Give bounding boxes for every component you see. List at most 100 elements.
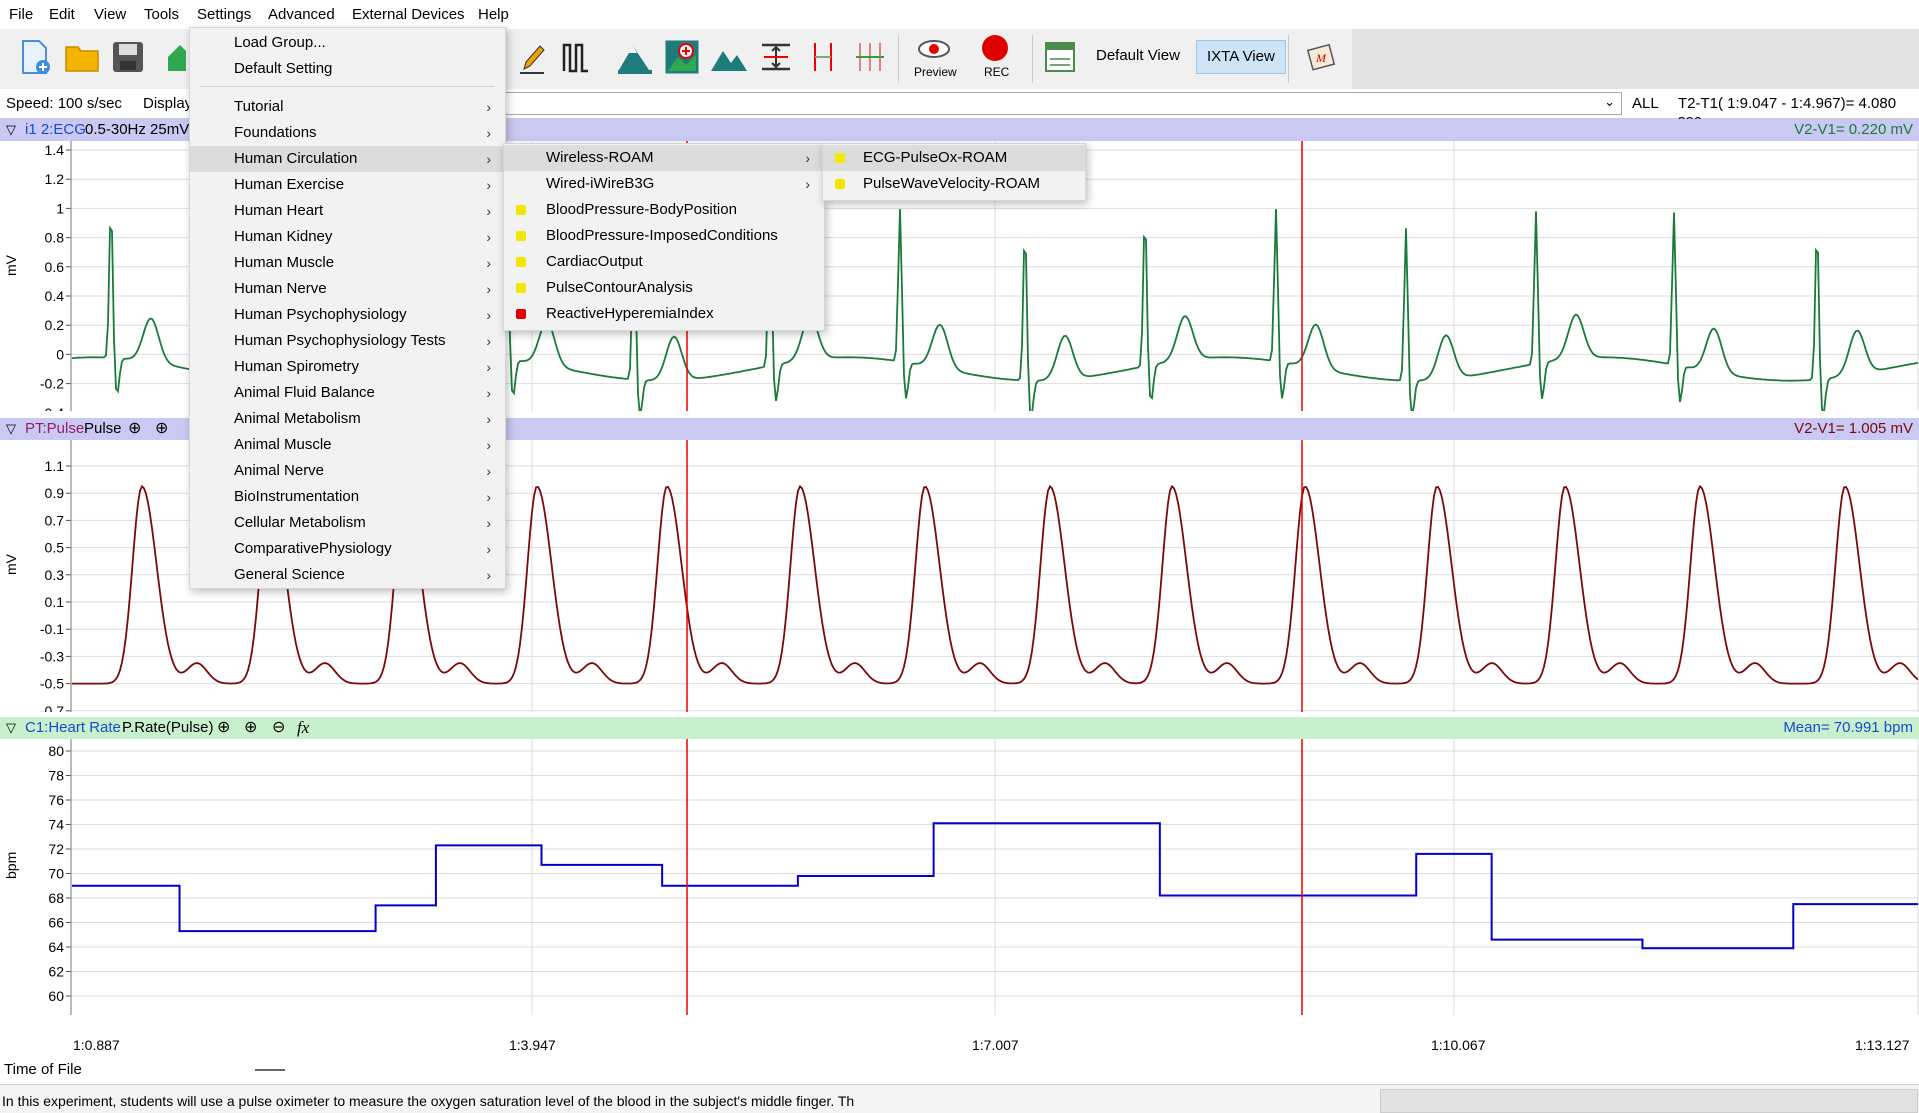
menu-item-animal-nerve[interactable]: Animal Nerve› [190, 458, 505, 484]
menu-item-ecg-pulseox-roam[interactable]: ECG-PulseOx-ROAM [823, 145, 1085, 171]
menu-item-bioinstrumentation[interactable]: BioInstrumentation› [190, 484, 505, 510]
human-circulation-submenu: Wireless-ROAM › Wired-iWireB3G › BloodPr… [503, 143, 825, 331]
x-tick: 1:0.887 [73, 1037, 120, 1053]
mountain-icon[interactable] [615, 37, 655, 77]
chevron-right-icon: › [486, 510, 491, 536]
y-tick: 64 [48, 939, 64, 955]
rec-label: REC [984, 65, 1009, 79]
menu-item-human-psychophysiology-tests[interactable]: Human Psychophysiology Tests› [190, 328, 505, 354]
settings-menu: Load Group... Default Setting Tutorial›F… [189, 27, 506, 589]
collapse-triangle-icon[interactable]: ▽ [6, 717, 16, 739]
menu-item-human-kidney[interactable]: Human Kidney› [190, 224, 505, 250]
chevron-right-icon: › [486, 354, 491, 380]
y-tick: -0.3 [40, 648, 64, 664]
all-button[interactable]: ALL [1632, 95, 1659, 112]
vertical-scale-icon[interactable] [756, 37, 796, 77]
cursor-pair-icon[interactable] [803, 37, 843, 77]
zoom-in-icon[interactable]: ⊕ [217, 717, 230, 739]
y-tick: 0.4 [45, 288, 65, 304]
y-tick: -0.7 [40, 703, 64, 712]
menu-item-human-psychophysiology[interactable]: Human Psychophysiology› [190, 302, 505, 328]
zoom-fit-icon[interactable]: ⊕ [244, 717, 257, 739]
menu-item-human-muscle[interactable]: Human Muscle› [190, 250, 505, 276]
menu-item-cellular-metabolism[interactable]: Cellular Metabolism› [190, 510, 505, 536]
svg-text:M: M [1315, 51, 1327, 65]
default-view-button[interactable]: Default View [1086, 40, 1190, 72]
pulse-unit-label: mV [3, 553, 19, 575]
zoom-out-icon[interactable]: ⊖ [272, 717, 285, 739]
chevron-right-icon: › [486, 432, 491, 458]
zoom-fit-icon[interactable]: ⊕ [155, 418, 168, 440]
y-tick: 0.3 [45, 567, 65, 583]
status-dot-icon [516, 309, 526, 319]
menu-item-wireless-roam[interactable]: Wireless-ROAM › [504, 145, 824, 171]
menu-item-animal-fluid-balance[interactable]: Animal Fluid Balance› [190, 380, 505, 406]
menu-item-comparativephysiology[interactable]: ComparativePhysiology› [190, 536, 505, 562]
menu-item-bloodpressure-bodyposition[interactable]: BloodPressure-BodyPosition [504, 197, 824, 223]
calendar-view-icon[interactable] [1040, 37, 1080, 77]
menu-advanced[interactable]: Advanced [268, 6, 335, 23]
pencil-icon[interactable] [512, 37, 552, 77]
menu-item-reactivehyperemiaindex[interactable]: ReactiveHyperemiaIndex [504, 301, 824, 327]
menu-item-default-setting[interactable]: Default Setting [190, 56, 505, 82]
open-folder-icon[interactable] [62, 37, 102, 77]
menu-item-animal-muscle[interactable]: Animal Muscle› [190, 432, 505, 458]
menu-item-load-group[interactable]: Load Group... [190, 30, 505, 56]
menu-item-human-exercise[interactable]: Human Exercise› [190, 172, 505, 198]
scrollbar[interactable] [1380, 1089, 1918, 1113]
menu-edit[interactable]: Edit [49, 6, 75, 23]
splitter-handle[interactable] [255, 1069, 285, 1071]
zoom-add-icon[interactable] [662, 37, 702, 77]
menu-item-bloodpressure-imposedconditions[interactable]: BloodPressure-ImposedConditions [504, 223, 824, 249]
pulse-channel-desc: Pulse [84, 418, 122, 440]
heart-rate-channel-header: ▽ C1:Heart Rate P.Rate(Pulse) ⊕ ⊕ ⊖ fx M… [0, 717, 1919, 739]
multi-cursor-icon[interactable] [850, 37, 890, 77]
status-dot-icon [516, 205, 526, 215]
double-mountain-icon[interactable] [709, 37, 749, 77]
menu-item-foundations[interactable]: Foundations› [190, 120, 505, 146]
record-button[interactable]: REC [972, 29, 1018, 89]
pulse-train-icon[interactable] [558, 37, 598, 77]
status-dot-icon [835, 179, 845, 189]
chevron-right-icon: › [486, 536, 491, 562]
menu-item-wired-iwireb3g[interactable]: Wired-iWireB3G › [504, 171, 824, 197]
save-icon[interactable] [108, 37, 148, 77]
menu-item-cardiacoutput[interactable]: CardiacOutput [504, 249, 824, 275]
menu-external-devices[interactable]: External Devices [352, 6, 465, 23]
menu-help[interactable]: Help [478, 6, 509, 23]
new-file-icon[interactable] [14, 37, 54, 77]
function-icon[interactable]: fx [297, 717, 309, 739]
menu-settings[interactable]: Settings [197, 6, 251, 23]
y-tick: 1.2 [45, 171, 65, 187]
display-dropdown[interactable]: ⌄ [500, 92, 1622, 115]
menu-view[interactable]: View [94, 6, 126, 23]
menu-item-human-nerve[interactable]: Human Nerve› [190, 276, 505, 302]
menu-item-animal-metabolism[interactable]: Animal Metabolism› [190, 406, 505, 432]
time-axis: 1:0.887 1:3.947 1:7.007 1:10.067 1:13.12… [0, 1015, 1919, 1058]
zoom-in-icon[interactable]: ⊕ [128, 418, 141, 440]
menu-item-human-circulation[interactable]: Human Circulation› [190, 146, 505, 172]
chevron-right-icon: › [486, 172, 491, 198]
menu-item-tutorial[interactable]: Tutorial› [190, 94, 505, 120]
y-tick: 74 [48, 817, 64, 833]
macro-scroll-icon[interactable]: M [1302, 37, 1342, 77]
menu-item-human-spirometry[interactable]: Human Spirometry› [190, 354, 505, 380]
experiment-description: In this experiment, students will use a … [2, 1093, 854, 1109]
menu-bar: File Edit View Tools Settings Advanced E… [0, 0, 1919, 29]
menu-tools[interactable]: Tools [144, 6, 179, 23]
menu-item-pulsewavevelocity-roam[interactable]: PulseWaveVelocity-ROAM [823, 171, 1085, 197]
menu-item-pulsecontouranalysis[interactable]: PulseContourAnalysis [504, 275, 824, 301]
menu-item-general-science[interactable]: General Science› [190, 562, 505, 588]
collapse-triangle-icon[interactable]: ▽ [6, 119, 16, 141]
ixta-view-button[interactable]: IXTA View [1196, 40, 1286, 74]
chevron-down-icon: ⌄ [1604, 94, 1615, 110]
collapse-triangle-icon[interactable]: ▽ [6, 418, 16, 440]
chevron-right-icon: › [486, 94, 491, 120]
y-tick: 0.8 [45, 230, 65, 246]
preview-button[interactable]: Preview [906, 29, 962, 89]
speed-readout: Speed: 100 s/sec [6, 95, 122, 112]
menu-file[interactable]: File [9, 6, 33, 23]
chevron-right-icon: › [805, 171, 810, 197]
menu-item-human-heart[interactable]: Human Heart› [190, 198, 505, 224]
